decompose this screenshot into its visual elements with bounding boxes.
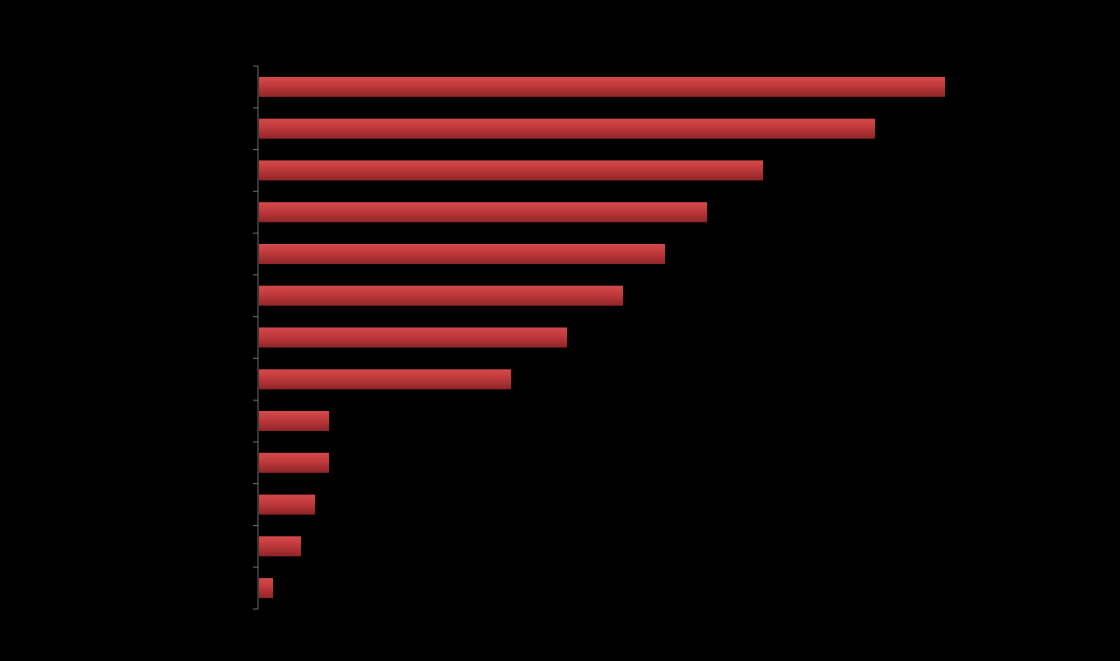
bar-13	[259, 578, 273, 599]
bar-1	[259, 76, 945, 97]
bar-3	[259, 160, 763, 181]
bar-11	[259, 494, 315, 515]
bar-8	[259, 369, 511, 390]
bar-10	[259, 452, 329, 473]
bar-7	[259, 327, 567, 348]
bar-6	[259, 285, 623, 306]
bars-layer	[259, 76, 945, 599]
bar-5	[259, 244, 665, 264]
bar-2	[259, 118, 875, 139]
bar-4	[259, 202, 707, 223]
bar-12	[259, 536, 301, 557]
y-axis	[253, 65, 259, 610]
bar-9	[259, 411, 329, 431]
